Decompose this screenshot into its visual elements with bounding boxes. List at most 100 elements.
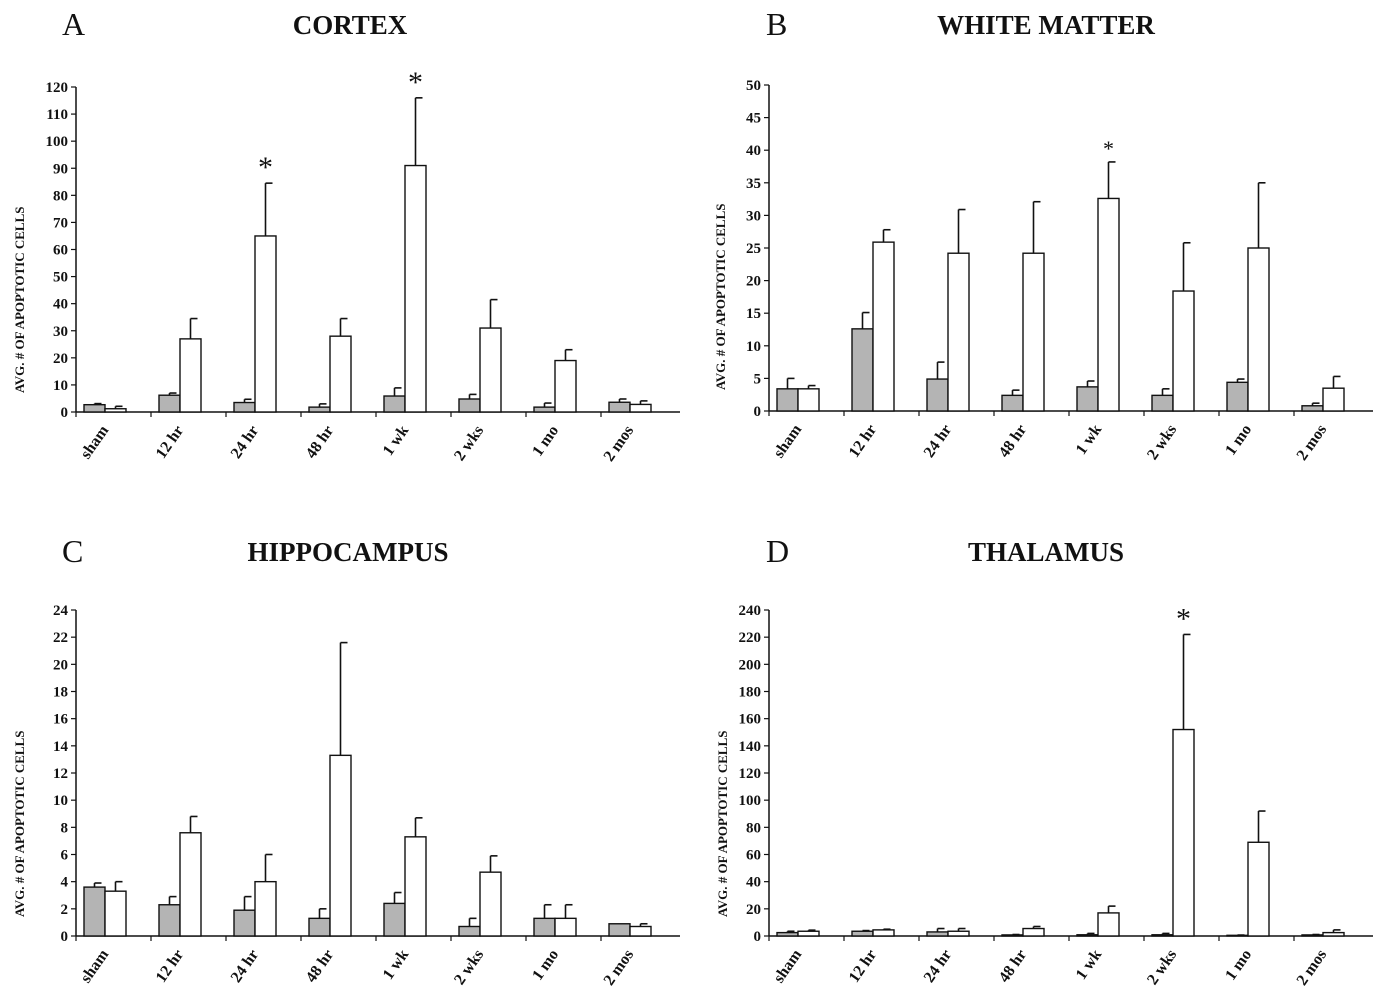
bar-open <box>1322 387 1345 412</box>
chart-title: THALAMUS <box>967 537 1124 567</box>
x-tick-label: 1 mo <box>529 947 562 984</box>
bar-open <box>104 890 127 937</box>
bar-shaded <box>233 401 256 413</box>
bar-open <box>797 930 820 937</box>
bar-shaded <box>608 923 631 937</box>
bar-shaded <box>926 931 949 937</box>
bar-open <box>404 836 427 937</box>
x-tick-label: 24 hr <box>921 947 956 986</box>
x-tick-label: 1 wk <box>1073 946 1106 982</box>
y-tick-label: 240 <box>739 603 762 619</box>
y-tick-label: 100 <box>739 793 762 809</box>
y-tick-label: 10 <box>746 339 761 355</box>
bar-shaded <box>458 925 481 937</box>
chart-svg: 0 10 20 30 40 50 60 70 80 90 100 110 120 sham 12 hr 24 … <box>46 66 680 465</box>
y-tick-label: 110 <box>46 107 68 123</box>
y-tick-label: 35 <box>746 176 761 192</box>
y-tick-label: 5 <box>754 371 762 387</box>
y-tick-label: 12 <box>53 766 68 782</box>
panel-cortex: A CORTEX AVG. # OF APOPTOTIC CELLS 0 10 20… <box>0 0 691 495</box>
x-tick-label: 2 mos <box>601 947 638 989</box>
bar-open <box>554 917 577 937</box>
bar-open <box>947 252 970 412</box>
x-tick-label: 24 hr <box>228 423 263 462</box>
bar-open <box>179 832 202 937</box>
x-tick-label: sham <box>770 421 805 461</box>
x-tick-label: 1 wk <box>380 422 413 458</box>
bar-open <box>254 235 277 413</box>
y-tick-label: 40 <box>53 297 68 313</box>
y-tick-label: 24 <box>53 603 69 619</box>
bar-shaded <box>308 406 331 413</box>
bar-shaded <box>83 403 106 413</box>
y-tick-label: 30 <box>746 208 761 224</box>
y-tick-label: 50 <box>746 78 761 94</box>
bar-shaded <box>458 398 481 413</box>
y-tick-label: 80 <box>746 820 761 836</box>
x-tick-label: 24 hr <box>921 422 956 461</box>
bar-open <box>179 338 202 413</box>
bar-open <box>479 871 502 937</box>
bar-open <box>1172 290 1195 412</box>
y-tick-label: 10 <box>53 793 68 809</box>
y-tick-label: 180 <box>739 685 762 701</box>
y-tick-label: 6 <box>61 848 69 864</box>
bar-shaded <box>776 931 799 937</box>
y-tick-label: 20 <box>53 657 68 673</box>
bar-open <box>329 335 352 413</box>
y-tick-label: 10 <box>53 378 68 394</box>
bar-shaded <box>1001 394 1024 412</box>
x-tick-label: sham <box>77 946 112 986</box>
y-tick-label: 140 <box>739 739 762 755</box>
y-tick-label: 15 <box>746 306 761 322</box>
bar-open <box>1247 247 1270 412</box>
x-tick-label: 12 hr <box>846 422 881 461</box>
y-tick-label: 50 <box>53 270 68 286</box>
y-tick-label: 16 <box>53 712 69 728</box>
bar-open <box>872 929 895 937</box>
bar-open <box>104 408 127 413</box>
bar-open <box>797 388 820 412</box>
significance-marker: * <box>1176 602 1191 635</box>
x-tick-label: 12 hr <box>153 423 188 462</box>
bar-shaded <box>533 917 556 937</box>
y-tick-label: 70 <box>53 215 68 231</box>
bar-open <box>1247 841 1270 937</box>
x-tick-label: sham <box>77 422 112 462</box>
y-tick-label: 0 <box>61 929 69 945</box>
chart-title: WHITE MATTER <box>937 10 1155 40</box>
y-tick-label: 45 <box>746 111 761 127</box>
y-tick-label: 20 <box>746 902 761 918</box>
x-tick-label: 2 mos <box>601 423 638 465</box>
x-tick-label: 2 mos <box>1294 947 1331 989</box>
bar-open <box>872 241 895 412</box>
y-tick-label: 20 <box>53 351 68 367</box>
x-tick-label: 24 hr <box>228 947 263 986</box>
x-tick-label: 2 wks <box>451 423 487 464</box>
bar-shaded <box>383 902 406 937</box>
bar-shaded <box>608 401 631 413</box>
y-tick-label: 0 <box>754 404 762 420</box>
bar-shaded <box>383 395 406 413</box>
x-tick-label: 1 mo <box>1222 947 1255 984</box>
bar-shaded <box>1301 405 1324 412</box>
y-tick-label: 4 <box>61 875 69 891</box>
y-tick-label: 0 <box>754 929 762 945</box>
bar-shaded <box>851 328 874 412</box>
bar-open <box>479 327 502 413</box>
chart-title: HIPPOCAMPUS <box>247 537 449 567</box>
x-tick-label: 1 mo <box>529 423 562 460</box>
y-tick-label: 22 <box>53 630 68 646</box>
chart-svg: 0 5 10 15 20 25 30 35 40 45 50 sham 12 hr 24 hr 48 hr 1… <box>746 78 1373 464</box>
bar-open <box>629 925 652 937</box>
y-tick-label: 160 <box>739 712 762 728</box>
bar-shaded <box>851 930 874 937</box>
bar-shaded <box>308 917 331 937</box>
y-tick-label: 20 <box>746 274 761 290</box>
bar-shaded <box>233 909 256 937</box>
y-tick-label: 40 <box>746 143 761 159</box>
bar-open <box>329 754 352 937</box>
bar-open <box>1022 927 1045 937</box>
x-tick-label: 1 wk <box>1073 421 1106 457</box>
